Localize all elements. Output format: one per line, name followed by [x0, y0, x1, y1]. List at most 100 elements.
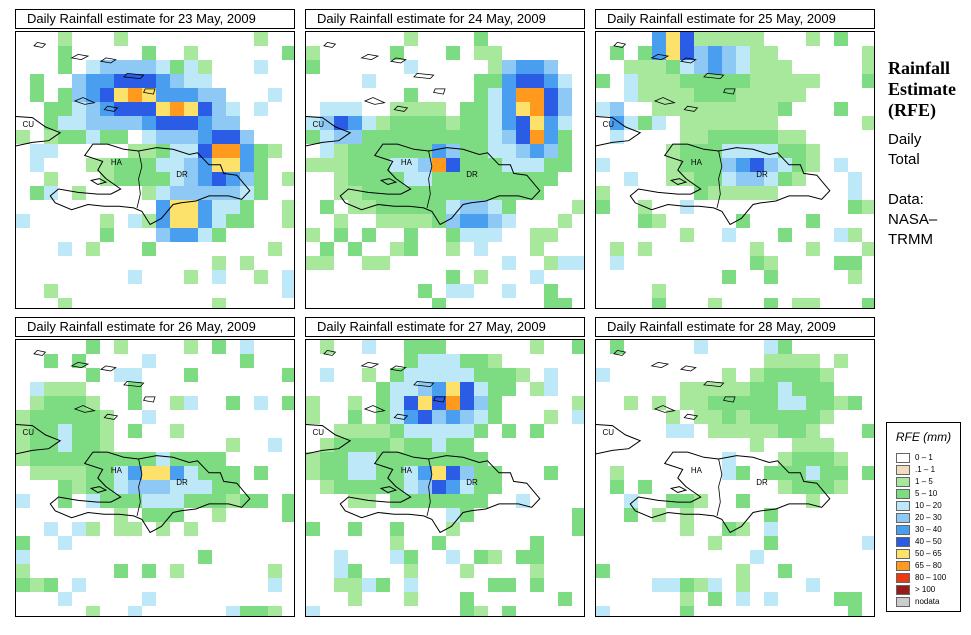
rainfall-cell — [474, 452, 488, 466]
rainfall-cell — [722, 116, 736, 130]
rainfall-cell — [764, 508, 778, 522]
rainfall-cell — [320, 368, 334, 382]
rainfall-cell — [128, 172, 142, 186]
rainfall-cell — [404, 158, 418, 172]
rainfall-cell — [736, 88, 750, 102]
rainfall-cell — [488, 228, 502, 242]
rainfall-cell — [750, 438, 764, 452]
rainfall-cell — [778, 368, 792, 382]
rainfall-cell — [474, 396, 488, 410]
rainfall-cell — [418, 354, 432, 368]
rainfall-cell — [722, 144, 736, 158]
rainfall-cell — [488, 102, 502, 116]
rainfall-cell — [142, 186, 156, 200]
rainfall-cell — [722, 172, 736, 186]
rainfall-cell — [198, 102, 212, 116]
rainfall-cell — [16, 438, 30, 452]
rainfall-cell — [390, 130, 404, 144]
rainfall-cell — [516, 158, 530, 172]
rainfall-cell — [596, 186, 610, 200]
rainfall-cell — [572, 340, 584, 354]
rainfall-cell — [834, 480, 848, 494]
rainfall-cell — [156, 494, 170, 508]
rainfall-map-svg: CU HA DR — [596, 32, 874, 308]
rainfall-cell — [16, 410, 30, 424]
rainfall-cell — [390, 242, 404, 256]
rainfall-cell — [736, 74, 750, 88]
rainfall-cell — [750, 46, 764, 60]
rainfall-cell — [652, 102, 666, 116]
rainfall-cell — [488, 466, 502, 480]
rainfall-cell — [86, 424, 100, 438]
rainfall-cell — [610, 242, 624, 256]
island-coastline — [99, 365, 117, 372]
rainfall-cell — [212, 200, 226, 214]
rainfall-cell — [282, 396, 294, 410]
rainfall-cell — [806, 424, 820, 438]
rainfall-cell — [446, 508, 460, 522]
rainfall-cell — [72, 410, 86, 424]
rainfall-cell — [474, 410, 488, 424]
rainfall-cell — [680, 60, 694, 74]
rainfall-cell — [184, 144, 198, 158]
rainfall-cell — [320, 452, 334, 466]
rainfall-cell — [488, 382, 502, 396]
rainfall-cell — [72, 438, 86, 452]
rainfall-cell — [306, 46, 320, 60]
rainfall-cell — [764, 116, 778, 130]
rainfall-cell — [722, 228, 736, 242]
rainfall-cell — [390, 494, 404, 508]
rainfall-cell — [610, 480, 624, 494]
rainfall-cell — [418, 396, 432, 410]
rainfall-cell — [320, 158, 334, 172]
haiti-dr-border — [136, 150, 143, 208]
rainfall-cell — [530, 270, 544, 284]
rainfall-cell — [460, 410, 474, 424]
rainfall-cell — [778, 144, 792, 158]
rainfall-cell — [806, 396, 820, 410]
rainfall-cell — [474, 144, 488, 158]
rainfall-cell — [722, 186, 736, 200]
rainfall-cell — [516, 550, 530, 564]
rainfall-cell — [142, 144, 156, 158]
rainfall-cell — [390, 144, 404, 158]
rainfall-cell — [30, 186, 44, 200]
island-coastline — [393, 413, 409, 420]
rainfall-cell — [240, 214, 254, 228]
rainfall-cell — [806, 410, 820, 424]
rainfall-cell — [212, 172, 226, 186]
rainfall-cell — [100, 424, 114, 438]
rainfall-cell — [348, 578, 362, 592]
rainfall-cell — [432, 116, 446, 130]
country-label-cu: CU — [23, 120, 35, 129]
rainfall-cell — [666, 88, 680, 102]
rainfall-cell — [460, 102, 474, 116]
rainfall-cell — [694, 578, 708, 592]
rainfall-cell — [72, 88, 86, 102]
rainfall-cell — [58, 396, 72, 410]
rainfall-cell — [694, 130, 708, 144]
rainfall-cell — [30, 452, 44, 466]
rainfall-cell — [184, 186, 198, 200]
rainfall-cell — [432, 382, 446, 396]
rainfall-cell — [544, 60, 558, 74]
rainfall-cell — [638, 88, 652, 102]
rainfall-cell — [848, 186, 862, 200]
rainfall-cell — [212, 214, 226, 228]
rainfall-cell — [334, 438, 348, 452]
rainfall-cell — [156, 116, 170, 130]
rainfall-cell — [114, 172, 128, 186]
rainfall-cell — [418, 102, 432, 116]
period-line: Daily — [888, 131, 922, 148]
rainfall-cell — [666, 494, 680, 508]
rainfall-cell — [446, 228, 460, 242]
rainfall-cell — [72, 452, 86, 466]
rainfall-cell — [558, 102, 572, 116]
rainfall-cell — [610, 256, 624, 270]
rainfall-cell — [736, 424, 750, 438]
rainfall-cell — [834, 256, 848, 270]
period-line: Total — [888, 151, 920, 168]
rainfall-cell — [624, 396, 638, 410]
source-text: Data: NASA– TRMM — [888, 190, 937, 250]
rainfall-cell — [114, 452, 128, 466]
